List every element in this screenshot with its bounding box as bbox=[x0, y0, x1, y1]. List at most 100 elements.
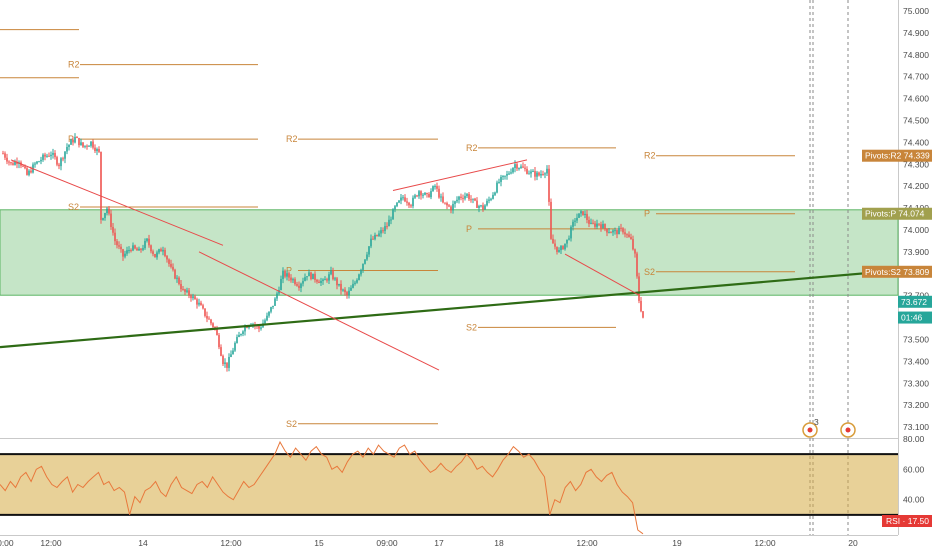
candle-body bbox=[434, 186, 436, 188]
drawing-line[interactable] bbox=[564, 253, 641, 297]
trendline[interactable] bbox=[0, 269, 899, 349]
candle-body bbox=[302, 280, 304, 284]
candle-body bbox=[106, 208, 108, 213]
candle-body bbox=[208, 318, 210, 320]
candle-body bbox=[30, 170, 32, 173]
candle-body bbox=[338, 283, 340, 286]
candle-body bbox=[430, 191, 432, 198]
candle-body bbox=[334, 278, 336, 280]
event-marker[interactable] bbox=[840, 422, 856, 438]
candle-body bbox=[640, 300, 642, 312]
price-tick-label: 74.700 bbox=[903, 72, 929, 82]
price-tick-label: 73.900 bbox=[903, 247, 929, 257]
price-badge: 01:46 bbox=[898, 311, 932, 324]
drawing-line[interactable] bbox=[392, 159, 528, 192]
time-tick-label: 17 bbox=[434, 538, 444, 548]
candle-body bbox=[362, 263, 364, 270]
candle-body bbox=[468, 194, 470, 200]
price-badge-text: Pivots:P 74.074 bbox=[865, 209, 925, 219]
candle-body bbox=[376, 234, 378, 237]
candle-body bbox=[294, 279, 296, 285]
candle-body bbox=[314, 273, 316, 280]
rsi-value-badge: RSI · 17.50 bbox=[882, 515, 932, 527]
drawing-line[interactable] bbox=[198, 251, 440, 371]
candle-body bbox=[122, 249, 124, 257]
rsi-badge-bg bbox=[882, 515, 932, 527]
time-tick-label: 18 bbox=[494, 538, 504, 548]
candle-body bbox=[132, 245, 134, 251]
candle-body bbox=[128, 250, 130, 252]
drawing-line[interactable] bbox=[10, 159, 224, 246]
candle-body bbox=[72, 139, 74, 143]
candle-body bbox=[60, 158, 62, 167]
candle-body bbox=[96, 148, 98, 152]
candle-body bbox=[178, 277, 180, 284]
pivot-label: P bbox=[286, 265, 292, 275]
price-badge-bg bbox=[862, 149, 932, 162]
candle-body bbox=[544, 173, 546, 175]
candle-body bbox=[190, 295, 192, 299]
event-marker-dot bbox=[845, 427, 851, 433]
candle-body bbox=[370, 238, 372, 247]
price-badge: Pivots:P 74.074 bbox=[862, 207, 932, 220]
candle-body bbox=[112, 226, 114, 233]
candle-body bbox=[212, 323, 214, 328]
price-tick-label: 73.100 bbox=[903, 422, 929, 432]
candle-body bbox=[534, 171, 536, 177]
pivot-label: S2 bbox=[644, 267, 655, 277]
event-marker[interactable]: 3 bbox=[802, 417, 819, 438]
candle-body bbox=[458, 196, 460, 200]
candle-body bbox=[326, 279, 328, 281]
candle-body bbox=[480, 205, 482, 207]
candle-body bbox=[150, 245, 152, 252]
candle-body bbox=[116, 241, 118, 246]
candle-body bbox=[354, 282, 356, 284]
price-tick-label: 73.200 bbox=[903, 400, 929, 410]
candle-body bbox=[632, 239, 634, 250]
candle-body bbox=[536, 172, 538, 177]
candle-body bbox=[142, 248, 144, 250]
candle-body bbox=[158, 249, 160, 253]
candle-body bbox=[344, 289, 346, 293]
candle-body bbox=[242, 331, 244, 335]
candle-body bbox=[508, 173, 510, 175]
candle-body bbox=[462, 197, 464, 199]
candle-body bbox=[538, 172, 540, 176]
candle-body bbox=[368, 246, 370, 255]
candle-body bbox=[384, 226, 386, 231]
price-badge-text: Pivots:S2 73.809 bbox=[865, 267, 930, 277]
candle-body bbox=[410, 205, 412, 207]
candle-body bbox=[348, 290, 350, 296]
candle-body bbox=[324, 279, 326, 281]
candle-body bbox=[460, 196, 462, 198]
candle-body bbox=[300, 283, 302, 288]
price-tick-label: 74.000 bbox=[903, 225, 929, 235]
candle-body bbox=[620, 227, 622, 229]
candle-body bbox=[514, 164, 516, 168]
candle-body bbox=[382, 230, 384, 232]
candle-body bbox=[266, 315, 268, 321]
candle-body bbox=[564, 243, 566, 250]
candle-body bbox=[110, 213, 112, 227]
candle-body bbox=[524, 167, 526, 169]
candle-body bbox=[522, 166, 524, 168]
candle-body bbox=[356, 279, 358, 283]
candle-body bbox=[310, 272, 312, 280]
candle-body bbox=[470, 199, 472, 201]
candle-body bbox=[582, 211, 584, 216]
candle-body bbox=[126, 250, 128, 254]
candle-body bbox=[164, 249, 166, 257]
candle-body bbox=[604, 223, 606, 229]
candle-body bbox=[464, 196, 466, 199]
candle-body bbox=[138, 248, 140, 251]
time-tick-label: 14 bbox=[138, 538, 148, 548]
candle-body bbox=[502, 175, 504, 177]
candle-body bbox=[358, 274, 360, 280]
candle-body bbox=[596, 223, 598, 227]
candle-body bbox=[428, 193, 430, 198]
candle-body bbox=[446, 203, 448, 206]
candle-body bbox=[298, 285, 300, 288]
candle-body bbox=[528, 173, 530, 175]
price-badge-bg bbox=[898, 295, 932, 308]
